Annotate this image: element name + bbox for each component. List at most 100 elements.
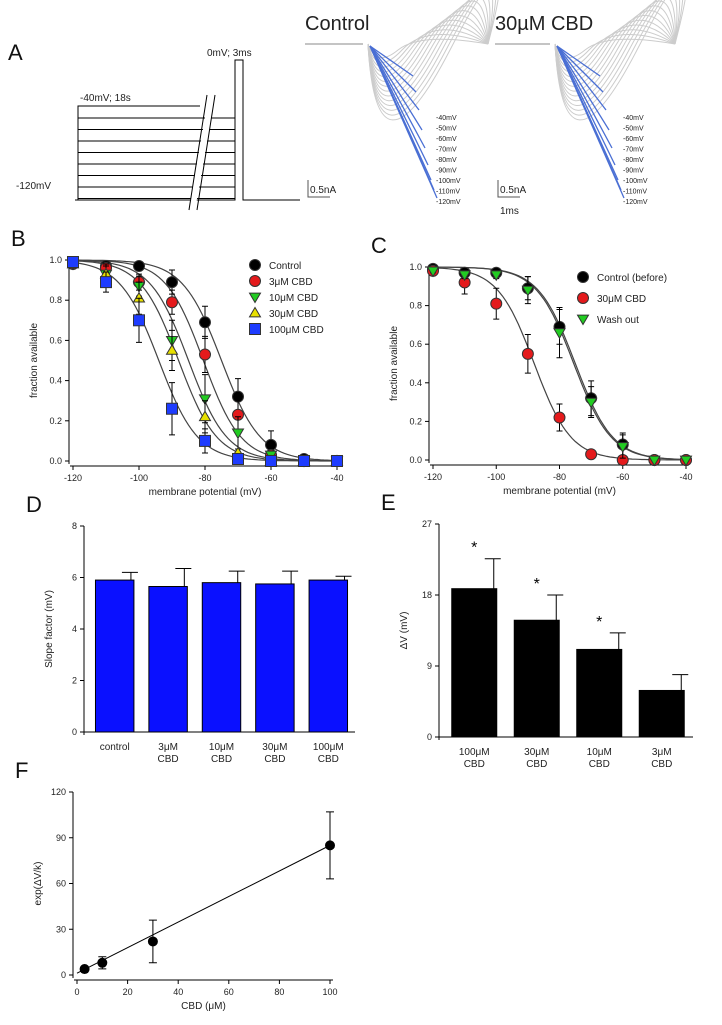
bar: [94, 579, 135, 733]
x-category-label: 30μM: [524, 747, 549, 758]
gray-trace: [554, 14, 676, 82]
x-category-label: 100μM: [459, 747, 490, 758]
x-category-label: CBD: [318, 754, 339, 765]
trace-label: -90mV: [436, 168, 457, 175]
legend-label: Control (before): [597, 273, 667, 284]
data-point: [298, 455, 310, 467]
gray-trace: [367, 0, 489, 97]
control-title: Control: [305, 13, 369, 35]
y-tick-label: 18: [422, 590, 432, 600]
error-bar: [547, 594, 564, 621]
gray-trace: [554, 29, 676, 68]
gray-trace: [367, 5, 489, 92]
gray-trace: [554, 5, 676, 92]
data-point: [265, 455, 277, 467]
x-category-label: CBD: [651, 759, 672, 770]
gray-trace: [554, 19, 676, 78]
x-tick-label: 20: [123, 987, 133, 997]
panel-f: F 0 30 60 90 120 exp(ΔV/k) 0 20 40 60 80 100 CBD (μM): [15, 758, 338, 1012]
x-tick-label: 40: [173, 987, 183, 997]
error-bar: [335, 575, 352, 581]
trace-label: -80mV: [436, 157, 457, 164]
trace-label: -120mV: [436, 199, 461, 206]
current-trace: [369, 45, 414, 77]
legend-marker: [248, 292, 262, 304]
current-trace: [556, 45, 613, 149]
y-axis-label: exp(ΔV/k): [33, 862, 44, 906]
x-tick-label: 0: [74, 987, 79, 997]
data-point: [147, 936, 158, 947]
data-point: [232, 452, 244, 465]
trace-label: -50mV: [623, 126, 644, 133]
error-bar: [609, 632, 626, 650]
legend-label: 30μM CBD: [269, 309, 318, 320]
scale-bar-control: [307, 180, 330, 198]
gray-trace: [554, 0, 686, 121]
bar: [576, 648, 623, 738]
data-point: [265, 438, 277, 451]
x-category-label: CBD: [211, 754, 232, 765]
gray-trace: [367, 10, 489, 87]
data-point: [553, 328, 566, 340]
y-tick-label: 0.8: [49, 295, 62, 305]
data-point: [133, 260, 145, 273]
panel-a: A -40mV; 18s 0mV; 3ms -120mV Control 30µ…: [8, 0, 686, 217]
y-tick-label: 60: [56, 879, 66, 889]
x-tick-label: -40: [330, 473, 343, 483]
x-tick-label: -100: [487, 472, 505, 482]
bar: [201, 582, 242, 733]
current-trace: [369, 45, 426, 149]
x-category-label: 3μM: [652, 747, 672, 758]
data-point: [489, 270, 503, 282]
trace-label: -70mV: [436, 147, 457, 154]
legend-marker: [248, 306, 262, 318]
x-tick-label: -60: [616, 472, 629, 482]
x-category-label: 10μM: [209, 742, 234, 753]
gray-trace: [554, 38, 676, 59]
y-tick-label: 9: [427, 661, 432, 671]
legend-label: Control: [269, 261, 301, 272]
bar: [638, 689, 685, 738]
data-point: [166, 402, 178, 415]
gray-trace: [367, 0, 499, 121]
data-point: [458, 270, 471, 282]
y-tick-label: 0.0: [409, 455, 422, 465]
trace-label: -80mV: [623, 157, 644, 164]
gray-trace: [367, 34, 489, 63]
x-axis-label: membrane potential (mV): [503, 486, 616, 497]
y-axis-label: Slope factor (mV): [44, 590, 55, 668]
data-point: [426, 266, 440, 278]
trace-label: -90mV: [623, 168, 644, 175]
x-axis-label: membrane potential (mV): [149, 487, 262, 498]
x-tick-label: 100: [322, 987, 337, 997]
trace-label: -60mV: [623, 136, 644, 143]
x-category-label: CBD: [589, 759, 610, 770]
current-trace: [369, 45, 423, 131]
data-point: [198, 394, 212, 406]
data-point: [679, 455, 693, 467]
cbd-title: 30µM CBD: [495, 13, 593, 35]
scale-bar-cbd: [497, 180, 520, 198]
y-tick-label: 0: [61, 970, 66, 980]
trace-label: -100mV: [436, 178, 461, 185]
y-axis-label: fraction available: [389, 326, 400, 401]
gray-trace: [367, 0, 497, 116]
y-tick-label: 120: [51, 787, 66, 797]
x-tick-label: -40: [679, 472, 692, 482]
current-trace: [556, 45, 610, 131]
y-tick-label: 0.6: [409, 339, 422, 349]
data-point: [79, 964, 90, 975]
data-point: [553, 411, 566, 424]
data-point: [133, 314, 145, 327]
y-axis-label: fraction available: [29, 323, 40, 398]
data-point: [199, 316, 211, 329]
gray-trace: [367, 0, 489, 102]
x-axis-label: CBD (μM): [181, 1001, 226, 1012]
x-tick-label: -120: [424, 472, 442, 482]
gray-trace: [554, 0, 678, 106]
x-tick-label: 60: [224, 987, 234, 997]
data-point: [521, 347, 534, 360]
current-trace: [369, 45, 438, 199]
